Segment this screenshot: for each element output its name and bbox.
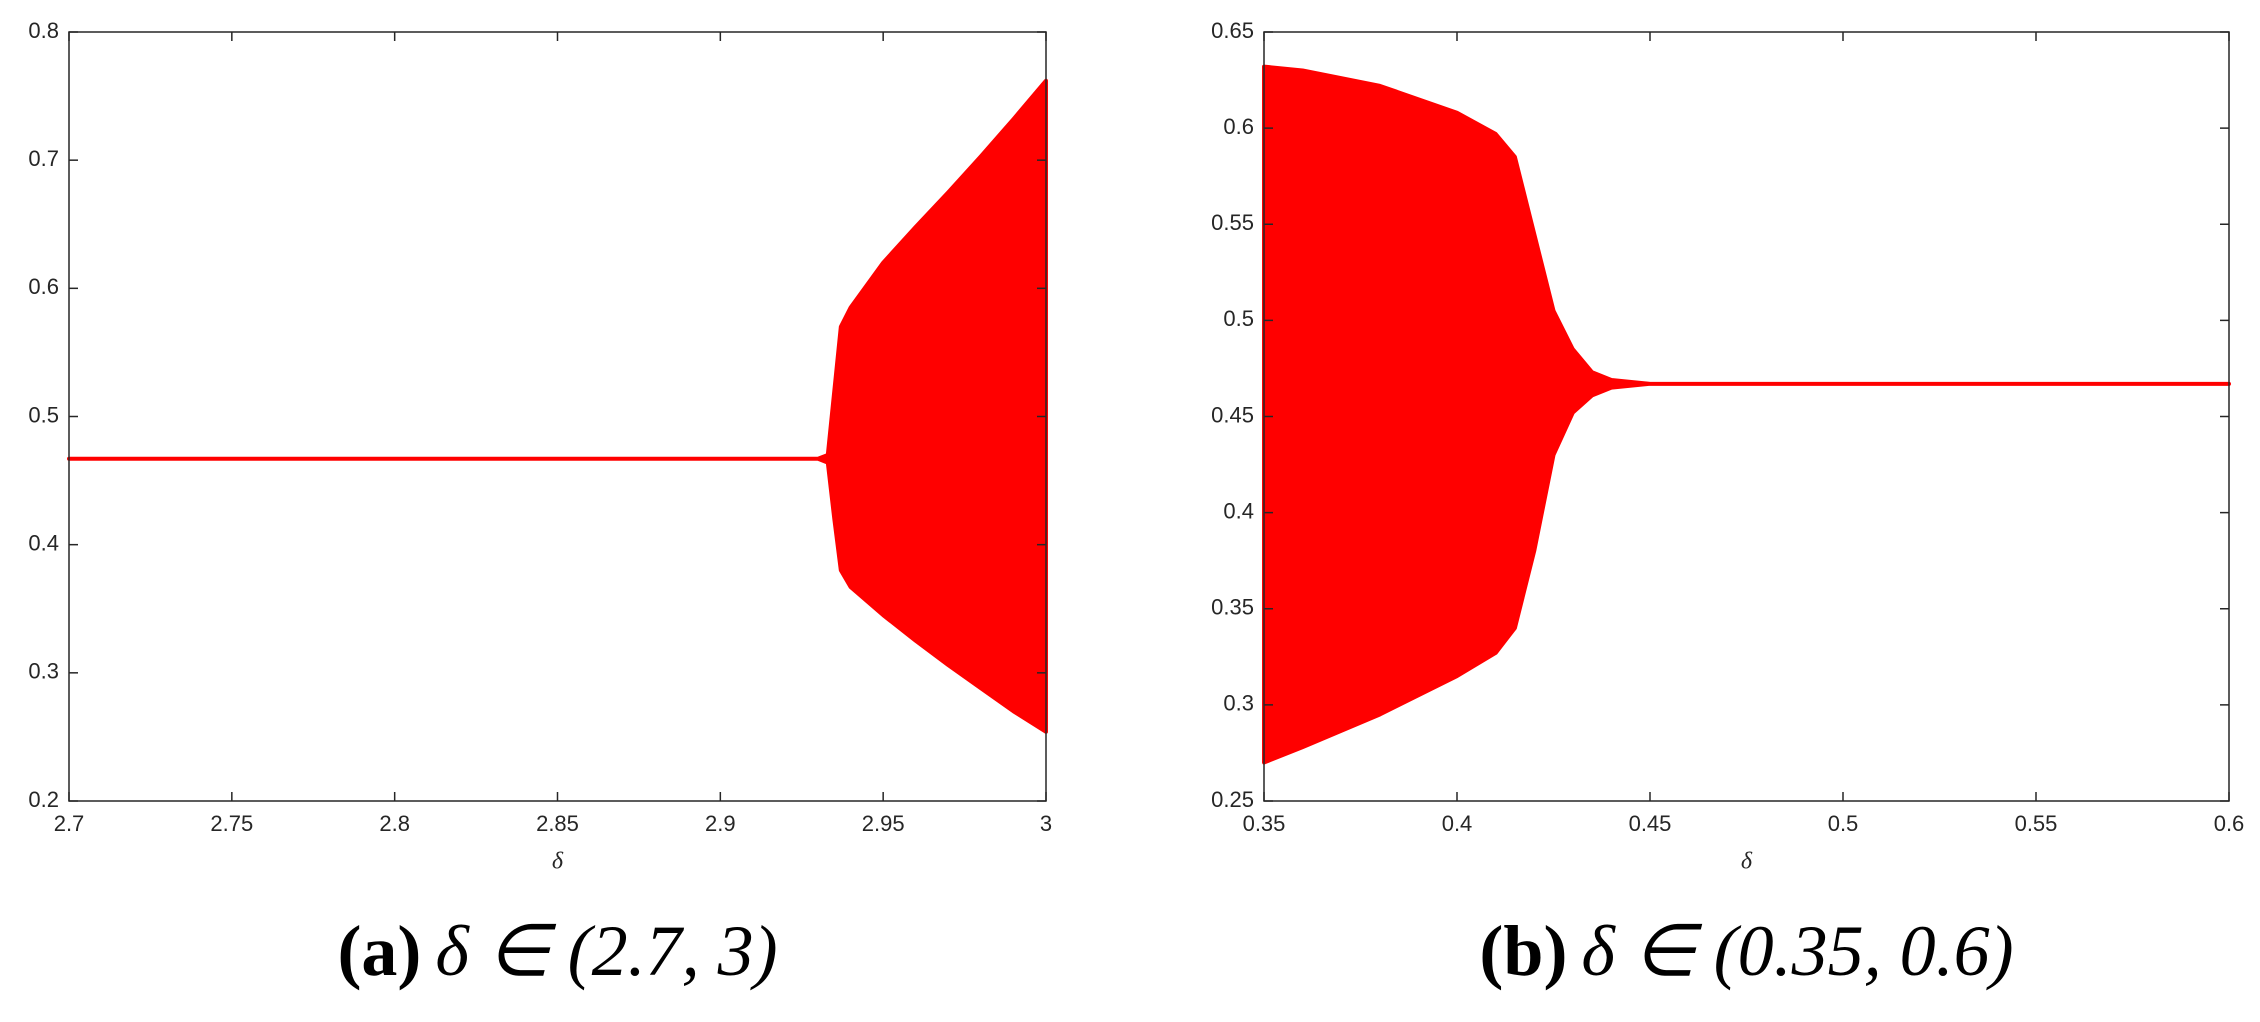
x-tick-label: 2.75: [210, 811, 253, 836]
x-tick-label: 2.7: [54, 811, 85, 836]
y-tick-label: 0.3: [28, 659, 59, 684]
x-tick-label: 0.35: [1243, 811, 1286, 836]
x-tick-label: 0.45: [1629, 811, 1672, 836]
y-tick-label: 0.65: [1211, 18, 1254, 43]
y-tick-label: 0.3: [1223, 691, 1254, 716]
y-tick-label: 0.5: [28, 402, 59, 427]
y-tick-label: 0.6: [28, 274, 59, 299]
y-tick-label: 0.6: [1223, 114, 1254, 139]
y-tick-label: 0.35: [1211, 595, 1254, 620]
y-tick-label: 0.5: [1223, 306, 1254, 331]
y-tick-label: 0.2: [28, 787, 59, 812]
caption: (a) δ ∈ (2.7, 3): [337, 911, 777, 991]
x-tick-label: 2.8: [379, 811, 410, 836]
x-axis-label: δ: [1741, 849, 1753, 875]
caption-label: (a): [337, 911, 421, 991]
y-tick-label: 0.7: [28, 146, 59, 171]
x-tick-label: 0.55: [2015, 811, 2058, 836]
x-tick-label: 3: [1040, 811, 1052, 836]
x-tick-label: 0.5: [1828, 811, 1859, 836]
x-tick-label: 2.85: [536, 811, 579, 836]
y-tick-label: 0.55: [1211, 210, 1254, 235]
caption-label: (b): [1479, 911, 1567, 991]
envelope-area: [67, 78, 1048, 734]
caption-text: δ ∈ (2.7, 3): [435, 911, 777, 991]
envelope-area: [1262, 64, 2231, 765]
x-tick-label: 0.4: [1442, 811, 1473, 836]
y-tick-label: 0.45: [1211, 402, 1254, 427]
x-tick-label: 2.9: [705, 811, 736, 836]
x-axis-label: δ: [552, 849, 564, 875]
caption-text: δ ∈ (0.35, 0.6): [1581, 911, 2013, 991]
y-tick-label: 0.8: [28, 18, 59, 43]
y-tick-label: 0.4: [28, 530, 59, 555]
y-tick-label: 0.4: [1223, 498, 1254, 523]
y-tick-label: 0.25: [1211, 787, 1254, 812]
caption: (b) δ ∈ (0.35, 0.6): [1479, 911, 2013, 991]
x-tick-label: 2.95: [862, 811, 905, 836]
x-tick-label: 0.6: [2214, 811, 2245, 836]
